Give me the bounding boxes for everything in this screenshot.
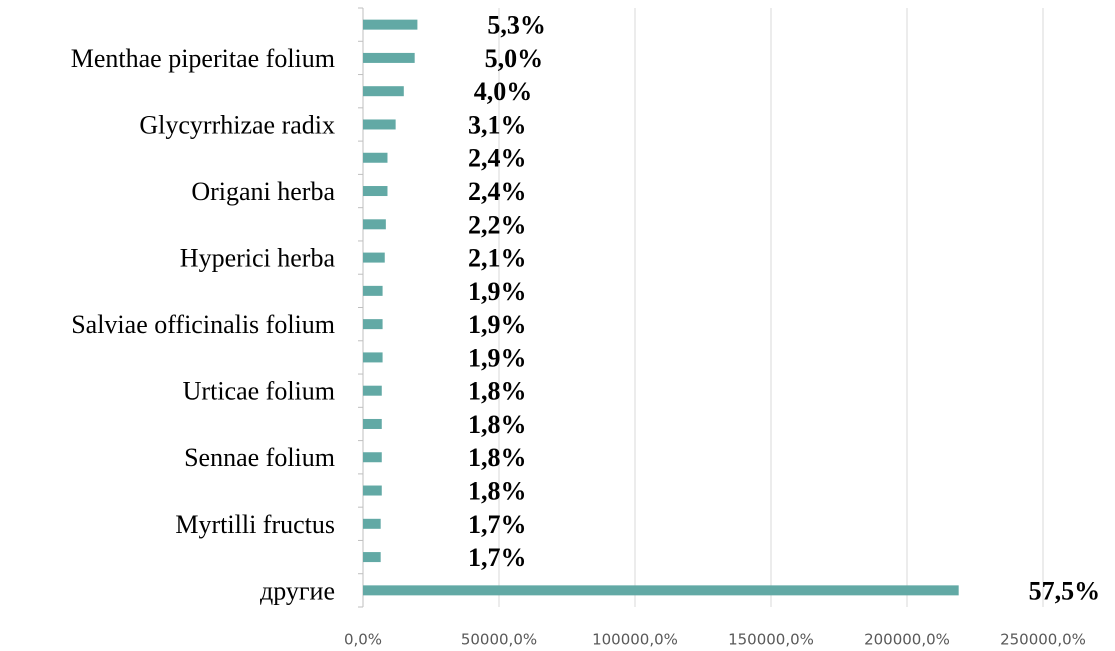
bar [363,418,382,429]
data-label: 2,4% [468,177,527,206]
y-tick-label: Urticae folium [183,377,335,406]
y-tick-label: Origani herba [191,177,335,206]
data-label: 4,0% [474,77,533,106]
bar [363,552,381,563]
bar [363,252,385,263]
x-tick-label: 150000,0% [728,631,814,649]
data-label: 1,8% [468,443,527,472]
data-label: 2,4% [468,144,527,173]
data-label: 3,1% [468,110,527,139]
y-tick-label: Menthae piperitae folium [71,44,335,73]
data-label: 1,8% [468,377,527,406]
x-tick-label: 200000,0% [864,631,950,649]
data-label: 1,8% [468,410,527,439]
x-tick-label: 100000,0% [592,631,678,649]
bar [363,119,396,130]
bar [363,86,404,97]
bar [363,186,388,197]
bar [363,585,959,596]
y-tick-label: Hyperici herba [180,244,336,273]
x-tick-label: 50000,0% [461,631,537,649]
data-label: 1,7% [468,543,527,572]
bar [363,152,388,163]
data-label: 1,7% [468,510,527,539]
data-label: 5,3% [487,11,546,40]
bar [363,319,383,330]
bar [363,285,383,296]
data-label: 57,5% [1029,576,1101,605]
bar [363,485,382,496]
bar [363,52,415,63]
bar [363,452,382,463]
data-label: 2,1% [468,244,527,273]
y-tick-label: Myrtilli fructus [175,510,335,539]
y-tick-label: другие [260,576,335,605]
data-label: 2,2% [468,210,527,239]
y-tick-label: Sennae folium [184,443,335,472]
y-tick-label: Salviae officinalis folium [71,310,335,339]
x-tick-label: 250000,0% [1000,631,1086,649]
bar [363,219,386,230]
y-tick-label: Glycyrrhizae radix [139,110,335,139]
data-label: 1,9% [468,310,527,339]
data-label: 5,0% [485,44,544,73]
data-label: 1,8% [468,476,527,505]
data-label: 1,9% [468,277,527,306]
bar [363,385,382,396]
bar [363,518,381,529]
bar [363,352,383,363]
bar [363,19,418,30]
data-label: 1,9% [468,343,527,372]
x-tick-label: 0,0% [344,631,382,649]
